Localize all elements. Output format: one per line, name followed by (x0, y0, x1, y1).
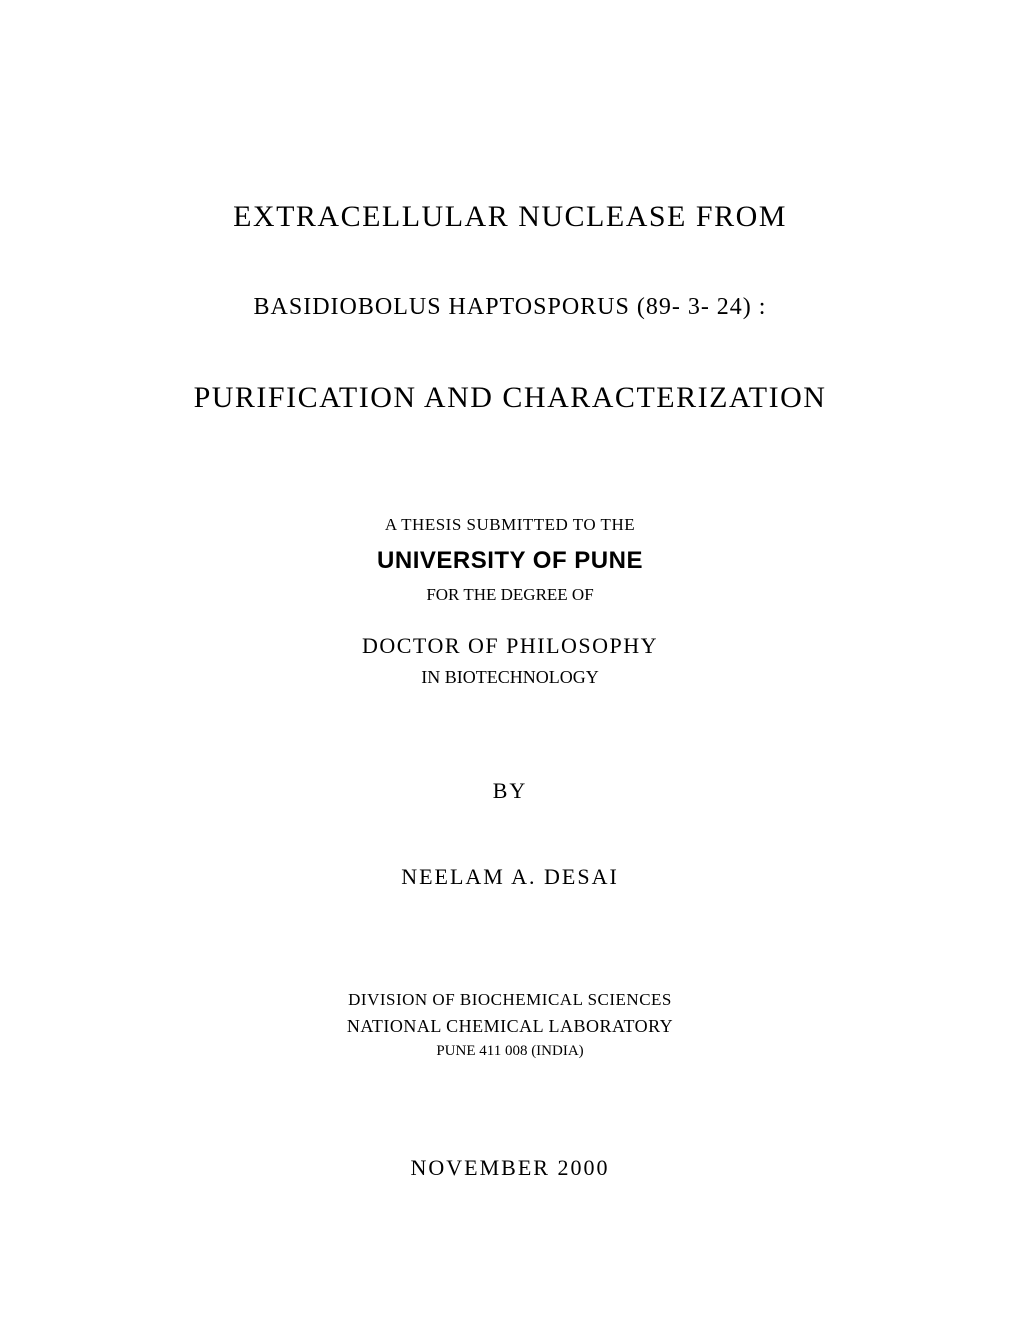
thesis-title-line-2: BASIDIOBOLUS HAPTOSPORUS (89- 3- 24) : (254, 294, 767, 321)
field-of-study: IN BIOTECHNOLOGY (421, 667, 598, 688)
thesis-date: NOVEMBER 2000 (411, 1155, 610, 1181)
by-label: BY (493, 778, 528, 804)
thesis-title-line-3: PURIFICATION AND CHARACTERIZATION (194, 381, 827, 415)
thesis-title-line-1: EXTRACELLULAR NUCLEASE FROM (233, 200, 787, 234)
degree-of-text: FOR THE DEGREE OF (426, 585, 593, 605)
university-name: UNIVERSITY OF PUNE (377, 547, 643, 575)
degree-name: DOCTOR OF PHILOSOPHY (362, 633, 658, 659)
location-text: PUNE 411 008 (INDIA) (436, 1043, 583, 1060)
division-name: DIVISION OF BIOCHEMICAL SCIENCES (348, 990, 672, 1010)
submitted-to-text: A THESIS SUBMITTED TO THE (385, 515, 635, 535)
laboratory-name: NATIONAL CHEMICAL LABORATORY (347, 1016, 673, 1037)
author-name: NEELAM A. DESAI (401, 864, 619, 890)
